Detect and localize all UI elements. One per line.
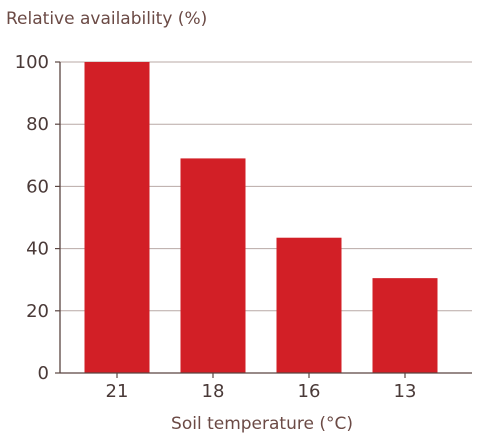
bars — [84, 62, 438, 373]
bar-21 — [84, 62, 150, 373]
x-tick-labels: 21 18 16 13 — [106, 373, 417, 402]
bar-18 — [180, 158, 246, 373]
x-tick-label: 21 — [106, 381, 129, 402]
y-tick-label: 100 — [15, 52, 49, 73]
y-tick-label: 40 — [26, 239, 49, 260]
y-tick-label: 80 — [26, 114, 49, 135]
x-axis-label: Soil temperature (°C) — [171, 414, 353, 434]
x-tick-label: 16 — [298, 381, 321, 402]
y-tick-labels: 0 20 40 60 80 100 — [15, 52, 60, 384]
y-tick-label: 60 — [26, 176, 49, 197]
y-axis-label: Relative availability (%) — [6, 9, 207, 29]
bar-16 — [276, 237, 342, 373]
bar-13 — [372, 278, 438, 373]
x-tick-label: 13 — [394, 381, 417, 402]
y-tick-label: 20 — [26, 301, 49, 322]
y-tick-label: 0 — [38, 363, 49, 384]
x-tick-label: 18 — [202, 381, 225, 402]
